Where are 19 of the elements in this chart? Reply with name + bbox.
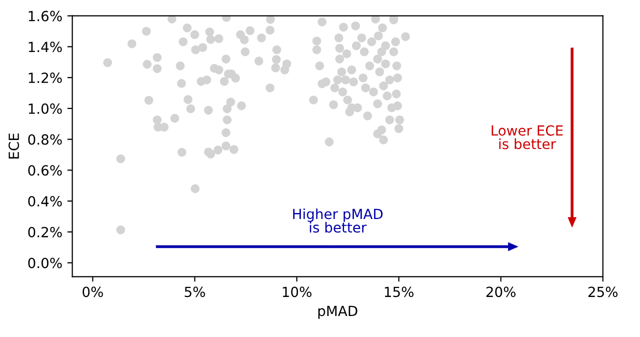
x-tick-label: 25% xyxy=(588,286,618,298)
y-tick-label: 1.2% xyxy=(28,72,62,84)
x-tick-label: 10% xyxy=(282,286,312,298)
y-tick-label: 1.0% xyxy=(28,103,62,114)
x-tick-label: 5% xyxy=(184,286,206,298)
annotation: Higher pMAD is better xyxy=(293,208,383,233)
x-tick-label: 20% xyxy=(486,286,516,298)
y-tick-label: 0.2% xyxy=(28,226,62,238)
y-tick-label: 1.4% xyxy=(28,42,62,52)
annotation: Lower ECE is better xyxy=(492,125,563,150)
x-axis-title: pMAD xyxy=(318,306,358,319)
y-tick-label: 0.4% xyxy=(28,196,62,207)
y-tick-label: 0.0% xyxy=(28,258,62,268)
y-tick-label: 0.8% xyxy=(28,134,62,145)
y-tick-label: 1.6% xyxy=(28,10,62,22)
y-tick-label: 0.6% xyxy=(28,165,62,176)
x-tick-label: 15% xyxy=(384,286,414,298)
x-tick-label: 0% xyxy=(82,286,103,298)
y-axis-title: ECE xyxy=(8,134,20,159)
